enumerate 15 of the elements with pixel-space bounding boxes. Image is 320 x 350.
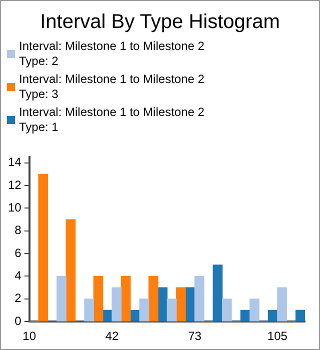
x-tick-label: 42 — [105, 329, 120, 344]
y-tick-label: 10 — [8, 200, 22, 215]
chart-title: Interval By Type Histogram — [39, 10, 281, 35]
y-tick-label: 14 — [8, 155, 22, 170]
x-tick-label: 73 — [188, 329, 202, 344]
y-tick-label: 4 — [14, 268, 22, 283]
y-tick-label: 0 — [14, 314, 22, 328]
x-tick-label: 105 — [267, 329, 288, 344]
y-tick-label: 6 — [14, 246, 22, 260]
y-tick-label: 8 — [14, 223, 22, 238]
y-tick-label: 12 — [8, 178, 22, 192]
legend-label: Interval: Milestone 1 to Milestone 2 Type: 3 — [19, 72, 204, 102]
legend-label: Interval: Milestone 1 to Milestone 2 Type: 2 — [19, 39, 204, 69]
y-tick-label: 2 — [14, 291, 22, 306]
legend-label: Interval: Milestone 1 to Milestone 2 Type: 1 — [19, 105, 204, 135]
